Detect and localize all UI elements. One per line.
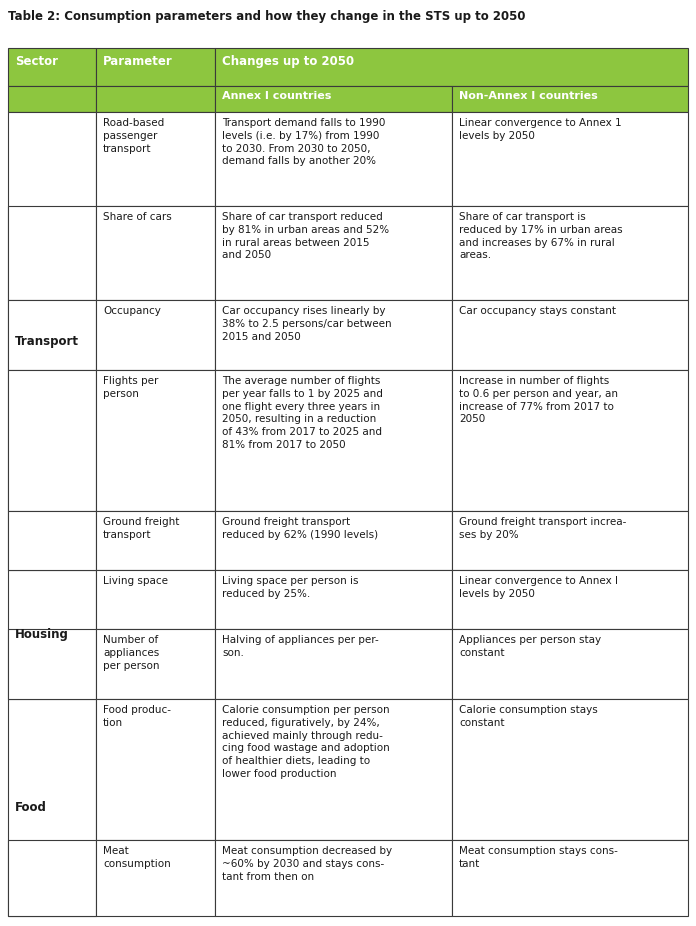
Text: Parameter: Parameter — [103, 55, 173, 68]
Bar — [215, 48, 688, 86]
Text: Share of car transport is
reduced by 17% in urban areas
and increases by 67% in : Share of car transport is reduced by 17%… — [459, 212, 623, 260]
Bar — [215, 570, 452, 629]
Text: The average number of flights
per year falls to 1 by 2025 and
one flight every t: The average number of flights per year f… — [222, 376, 383, 450]
Text: Transport demand falls to 1990
levels (i.e. by 17%) from 1990
to 2030. From 2030: Transport demand falls to 1990 levels (i… — [222, 118, 386, 167]
Bar — [96, 370, 215, 511]
Bar — [8, 112, 96, 570]
Text: Appliances per person stay
constant: Appliances per person stay constant — [459, 635, 601, 657]
Bar — [215, 511, 452, 570]
Text: Transport: Transport — [15, 334, 79, 347]
Bar — [8, 48, 96, 86]
Bar — [96, 112, 215, 206]
Text: Living space per person is
reduced by 25%.: Living space per person is reduced by 25… — [222, 576, 358, 599]
Text: Halving of appliances per per-
son.: Halving of appliances per per- son. — [222, 635, 379, 657]
Bar — [215, 86, 452, 112]
Text: Flights per
person: Flights per person — [103, 376, 159, 399]
Text: Meat
consumption: Meat consumption — [103, 846, 171, 869]
Bar — [8, 511, 96, 570]
Text: Linear convergence to Annex I
levels by 2050: Linear convergence to Annex I levels by … — [459, 576, 618, 599]
Bar — [8, 300, 96, 370]
Bar — [96, 511, 215, 570]
Bar — [96, 300, 215, 370]
Text: Food produc-
tion: Food produc- tion — [103, 705, 171, 728]
Bar — [96, 206, 215, 300]
Bar — [8, 629, 96, 699]
Bar — [8, 86, 96, 112]
Bar — [215, 840, 452, 916]
Bar — [8, 570, 96, 699]
Bar — [96, 86, 215, 112]
Text: Non-Annex I countries: Non-Annex I countries — [459, 91, 598, 101]
Bar — [215, 699, 452, 840]
Text: Occupancy: Occupancy — [103, 306, 161, 316]
Bar — [215, 370, 452, 511]
Bar — [452, 370, 688, 511]
Text: Sector: Sector — [15, 55, 58, 68]
Text: Car occupancy rises linearly by
38% to 2.5 persons/car between
2015 and 2050: Car occupancy rises linearly by 38% to 2… — [222, 306, 392, 342]
Text: Annex I countries: Annex I countries — [222, 91, 331, 101]
Bar — [452, 206, 688, 300]
Text: Ground freight
transport: Ground freight transport — [103, 517, 180, 540]
Bar — [96, 629, 215, 699]
Bar — [452, 112, 688, 206]
Text: Number of
appliances
per person: Number of appliances per person — [103, 635, 159, 670]
Text: Ground freight transport increa-
ses by 20%: Ground freight transport increa- ses by … — [459, 517, 626, 540]
Bar — [452, 840, 688, 916]
Bar — [452, 86, 688, 112]
Bar — [8, 840, 96, 916]
Bar — [452, 300, 688, 370]
Bar — [96, 840, 215, 916]
Text: Meat consumption stays cons-
tant: Meat consumption stays cons- tant — [459, 846, 618, 869]
Bar — [8, 699, 96, 916]
Text: Table 2: Consumption parameters and how they change in the STS up to 2050: Table 2: Consumption parameters and how … — [8, 10, 525, 23]
Bar — [215, 206, 452, 300]
Bar — [8, 206, 96, 300]
Text: Ground freight transport
reduced by 62% (1990 levels): Ground freight transport reduced by 62% … — [222, 517, 378, 540]
Bar — [452, 699, 688, 840]
Bar — [452, 570, 688, 629]
Text: Road-based
passenger
transport: Road-based passenger transport — [103, 118, 164, 154]
Bar — [215, 629, 452, 699]
Text: Car occupancy stays constant: Car occupancy stays constant — [459, 306, 616, 316]
Text: Share of cars: Share of cars — [103, 212, 172, 222]
Text: Living space: Living space — [103, 576, 168, 586]
Text: Calorie consumption stays
constant: Calorie consumption stays constant — [459, 705, 598, 728]
Bar — [96, 570, 215, 629]
Bar — [215, 300, 452, 370]
Text: Changes up to 2050: Changes up to 2050 — [222, 55, 354, 68]
Bar — [96, 48, 215, 86]
Text: Increase in number of flights
to 0.6 per person and year, an
increase of 77% fro: Increase in number of flights to 0.6 per… — [459, 376, 618, 424]
Text: Food: Food — [15, 801, 47, 814]
Text: Share of car transport reduced
by 81% in urban areas and 52%
in rural areas betw: Share of car transport reduced by 81% in… — [222, 212, 389, 260]
Text: Calorie consumption per person
reduced, figuratively, by 24%,
achieved mainly th: Calorie consumption per person reduced, … — [222, 705, 390, 779]
Text: Meat consumption decreased by
~60% by 2030 and stays cons-
tant from then on: Meat consumption decreased by ~60% by 20… — [222, 846, 392, 882]
Text: Housing: Housing — [15, 628, 69, 641]
Bar — [452, 629, 688, 699]
Bar — [96, 699, 215, 840]
Text: Linear convergence to Annex 1
levels by 2050: Linear convergence to Annex 1 levels by … — [459, 118, 622, 141]
Bar — [215, 112, 452, 206]
Bar — [452, 511, 688, 570]
Bar — [8, 370, 96, 511]
